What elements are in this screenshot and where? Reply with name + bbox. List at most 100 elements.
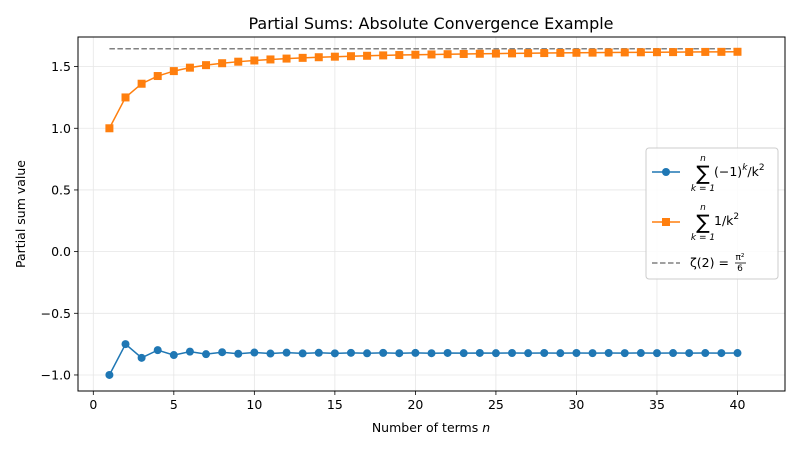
data-point-alternating [652,349,661,358]
data-point-alternating [153,346,162,355]
data-point-alternating [202,350,211,359]
data-point-alternating [218,348,227,357]
data-point-absolute [717,47,726,56]
plot-frame [77,36,786,392]
legend-label-reference: ζ(2) = [690,255,729,270]
y-tick-label: 1.5 [51,59,71,74]
y-axis-label: Partial sum value [13,160,28,268]
data-point-alternating [363,349,372,358]
legend-ref-numerator: π² [735,253,744,263]
legend-sigma-absolute: ∑ [696,210,710,234]
series-absolute [105,47,742,133]
data-point-absolute [363,51,372,60]
x-axis-label: Number of terms n [372,420,490,435]
x-tick-label: 40 [730,397,746,412]
legend-alt-body: (−1) [714,164,742,179]
x-tick-label: 30 [568,397,584,412]
data-point-absolute [185,63,194,72]
legend-box [645,147,779,280]
data-point-absolute [427,50,436,59]
y-tick-label: 0.5 [51,182,71,197]
data-point-alternating [314,348,323,357]
y-tick-label: 1.0 [51,121,71,136]
data-point-absolute [202,61,211,70]
x-tick-label: 20 [407,397,423,412]
data-point-alternating [427,349,436,358]
x-tick-label: 0 [89,397,97,412]
data-point-absolute [250,56,259,65]
data-point-absolute [443,50,452,59]
data-point-alternating [459,349,468,358]
legend: n ∑ k = 1 (−1)k/k2 n ∑ k = 1 1/k2 ζ(2) =… [645,147,779,280]
legend-marker-alternating [662,168,670,176]
series-layer [105,47,742,379]
data-point-alternating [556,349,565,358]
data-point-alternating [185,347,194,356]
y-tick-label: −0.5 [41,306,71,321]
data-point-absolute [169,67,178,76]
legend-sum-bottom-alternating: k = 1 [691,184,715,194]
data-point-alternating [620,349,629,358]
data-point-absolute [282,54,291,63]
series-line-absolute [108,51,738,129]
data-point-alternating [137,353,146,362]
x-axis-ticks: 0 5 10 15 20 25 30 35 40 [89,391,745,412]
legend-sum-top-absolute: n [700,203,706,213]
data-point-alternating [491,349,500,358]
data-point-absolute [524,49,533,58]
data-point-alternating [636,349,645,358]
data-point-alternating [572,348,581,357]
data-point-absolute [395,51,404,60]
data-point-absolute [701,47,710,56]
data-point-absolute [266,55,275,64]
series-line-alternating [108,342,738,376]
data-point-alternating [298,349,307,358]
legend-abs-sup: 2 [733,212,739,222]
legend-marker-absolute [662,218,670,226]
data-point-alternating [685,349,694,358]
data-point-alternating [169,351,178,360]
data-point-alternating [330,349,339,358]
legend-abs-body: 1/k [714,213,734,228]
data-point-absolute [411,50,420,59]
data-point-alternating [733,349,742,358]
x-tick-label: 15 [327,397,343,412]
series-alternating [105,340,742,379]
y-axis-ticks: −1.0 −0.5 0.0 0.5 1.0 1.5 [41,59,78,382]
data-point-absolute [604,48,613,57]
legend-sigma-alternating: ∑ [696,161,710,185]
y-tick-label: −1.0 [41,367,71,382]
data-point-absolute [540,49,549,58]
data-point-absolute [346,52,355,61]
legend-alt-tail-sup: 2 [759,163,765,173]
x-axis-label-text: Number of terms [372,420,478,435]
data-point-alternating [266,349,275,358]
data-point-alternating [717,349,726,358]
data-point-alternating [282,348,291,357]
x-tick-label: 35 [649,397,665,412]
chart-title: Partial Sums: Absolute Convergence Examp… [248,14,613,33]
data-point-alternating [508,348,517,357]
data-point-absolute [508,49,517,58]
data-point-alternating [379,348,388,357]
data-point-absolute [669,48,678,57]
data-point-alternating [411,348,420,357]
data-point-alternating [395,349,404,358]
y-tick-label: 0.0 [51,244,71,259]
data-point-absolute [556,48,565,57]
data-point-absolute [491,49,500,58]
x-tick-label: 10 [246,397,262,412]
data-point-absolute [218,59,227,68]
data-point-absolute [733,47,742,56]
data-point-absolute [105,124,114,133]
x-tick-label: 5 [170,397,178,412]
legend-alt-tail: /k [747,164,759,179]
data-point-alternating [588,349,597,358]
data-point-absolute [314,53,323,62]
data-point-absolute [620,48,629,57]
data-point-alternating [105,370,114,379]
data-point-absolute [234,57,243,66]
data-point-alternating [669,349,678,358]
data-point-absolute [588,48,597,57]
